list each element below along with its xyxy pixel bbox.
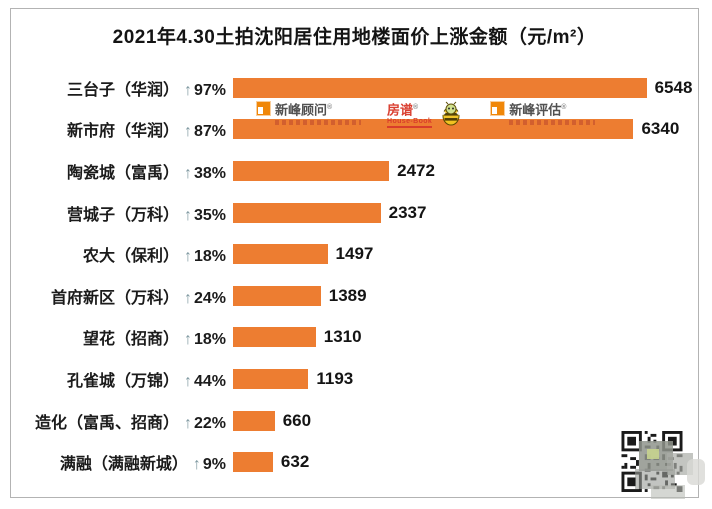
bar-row: 孔雀城（万锦） ↑ 44% 1193 (11, 358, 696, 400)
row-pct: 22% (193, 414, 226, 432)
bar-value: 632 (280, 452, 310, 472)
bar-value: 660 (282, 410, 312, 430)
bar-value: 6340 (641, 119, 680, 139)
bar-value: 2472 (397, 160, 435, 180)
up-arrow-icon: ↑ (183, 164, 192, 182)
bar-value: 1193 (316, 368, 354, 388)
row-label: 满融（满融新城） (59, 456, 188, 474)
chart-title: 2021年4.30土拍沈阳居住用地楼面价上涨金额（元/m²） (112, 27, 597, 48)
bar (233, 285, 321, 306)
bar (233, 452, 273, 473)
up-arrow-icon: ↑ (183, 372, 192, 390)
up-arrow-icon: ↑ (183, 248, 192, 266)
row-label: 造化（富禹、招商） (34, 414, 179, 432)
up-arrow-icon: ↑ (183, 414, 192, 432)
bar (233, 244, 328, 265)
row-label: 孔雀城（万锦） (66, 372, 179, 390)
row-label: 陶瓷城（富禹） (66, 164, 179, 182)
row-label: 首府新区（万科） (50, 289, 179, 307)
bar (233, 119, 634, 140)
bar-row: 首府新区（万科） ↑ 24% 1389 (11, 275, 696, 317)
row-pct: 18% (193, 248, 226, 266)
up-arrow-icon: ↑ (183, 81, 192, 99)
bar-row: 造化（富禹、招商） ↑ 22% 660 (11, 400, 696, 442)
row-pct: 97% (193, 81, 226, 99)
row-pct: 38% (193, 164, 226, 182)
bar (233, 77, 647, 98)
bar-row: 满融（满融新城） ↑ 9% 632 (11, 441, 696, 483)
bar-chart: 三台子（华润） ↑ 97% 6548 新市府（华润） ↑ 87% 6340 陶瓷城（富禹… (11, 67, 696, 483)
chart-frame: 2021年4.30土拍沈阳居住用地楼面价上涨金额（元/m²） 三台子（华润） ↑ 9… (10, 8, 705, 499)
row-label: 三台子（华润） (66, 81, 179, 99)
row-pct: 44% (193, 372, 226, 390)
bar (233, 202, 381, 223)
row-label: 营城子（万科） (66, 206, 179, 224)
row-pct: 87% (193, 123, 226, 141)
bar (233, 368, 309, 389)
bar-value: 2337 (388, 202, 427, 222)
bar-row: 新市府（华润） ↑ 87% 6340 (11, 109, 696, 151)
row-label: 农大（保利） (82, 248, 179, 266)
up-arrow-icon: ↑ (183, 289, 192, 307)
up-arrow-icon: ↑ (183, 123, 192, 141)
mosaic-blur (651, 485, 685, 499)
row-pct: 9% (202, 456, 226, 474)
row-pct: 18% (193, 331, 226, 349)
row-label: 望花（招商） (82, 331, 179, 349)
row-pct: 35% (193, 206, 226, 224)
bar-row: 陶瓷城（富禹） ↑ 38% 2472 (11, 150, 696, 192)
bar-row: 营城子（万科） ↑ 35% 2337 (11, 192, 696, 234)
up-arrow-icon: ↑ (183, 206, 192, 224)
up-arrow-icon: ↑ (192, 456, 201, 474)
row-pct: 24% (193, 289, 226, 307)
bar-value: 1389 (328, 285, 367, 305)
bar (233, 160, 390, 181)
bar-row: 农大（保利） ↑ 18% 1497 (11, 233, 696, 275)
bar-row: 三台子（华润） ↑ 97% 6548 (11, 67, 696, 109)
bar-value: 1310 (323, 327, 362, 347)
bar-value: 6548 (654, 77, 693, 97)
bar (233, 327, 316, 348)
bar (233, 410, 275, 431)
bar-value: 1497 (335, 244, 374, 264)
row-label: 新市府（华润） (66, 123, 179, 141)
up-arrow-icon: ↑ (183, 331, 192, 349)
bar-row: 望花（招商） ↑ 18% 1310 (11, 317, 696, 359)
